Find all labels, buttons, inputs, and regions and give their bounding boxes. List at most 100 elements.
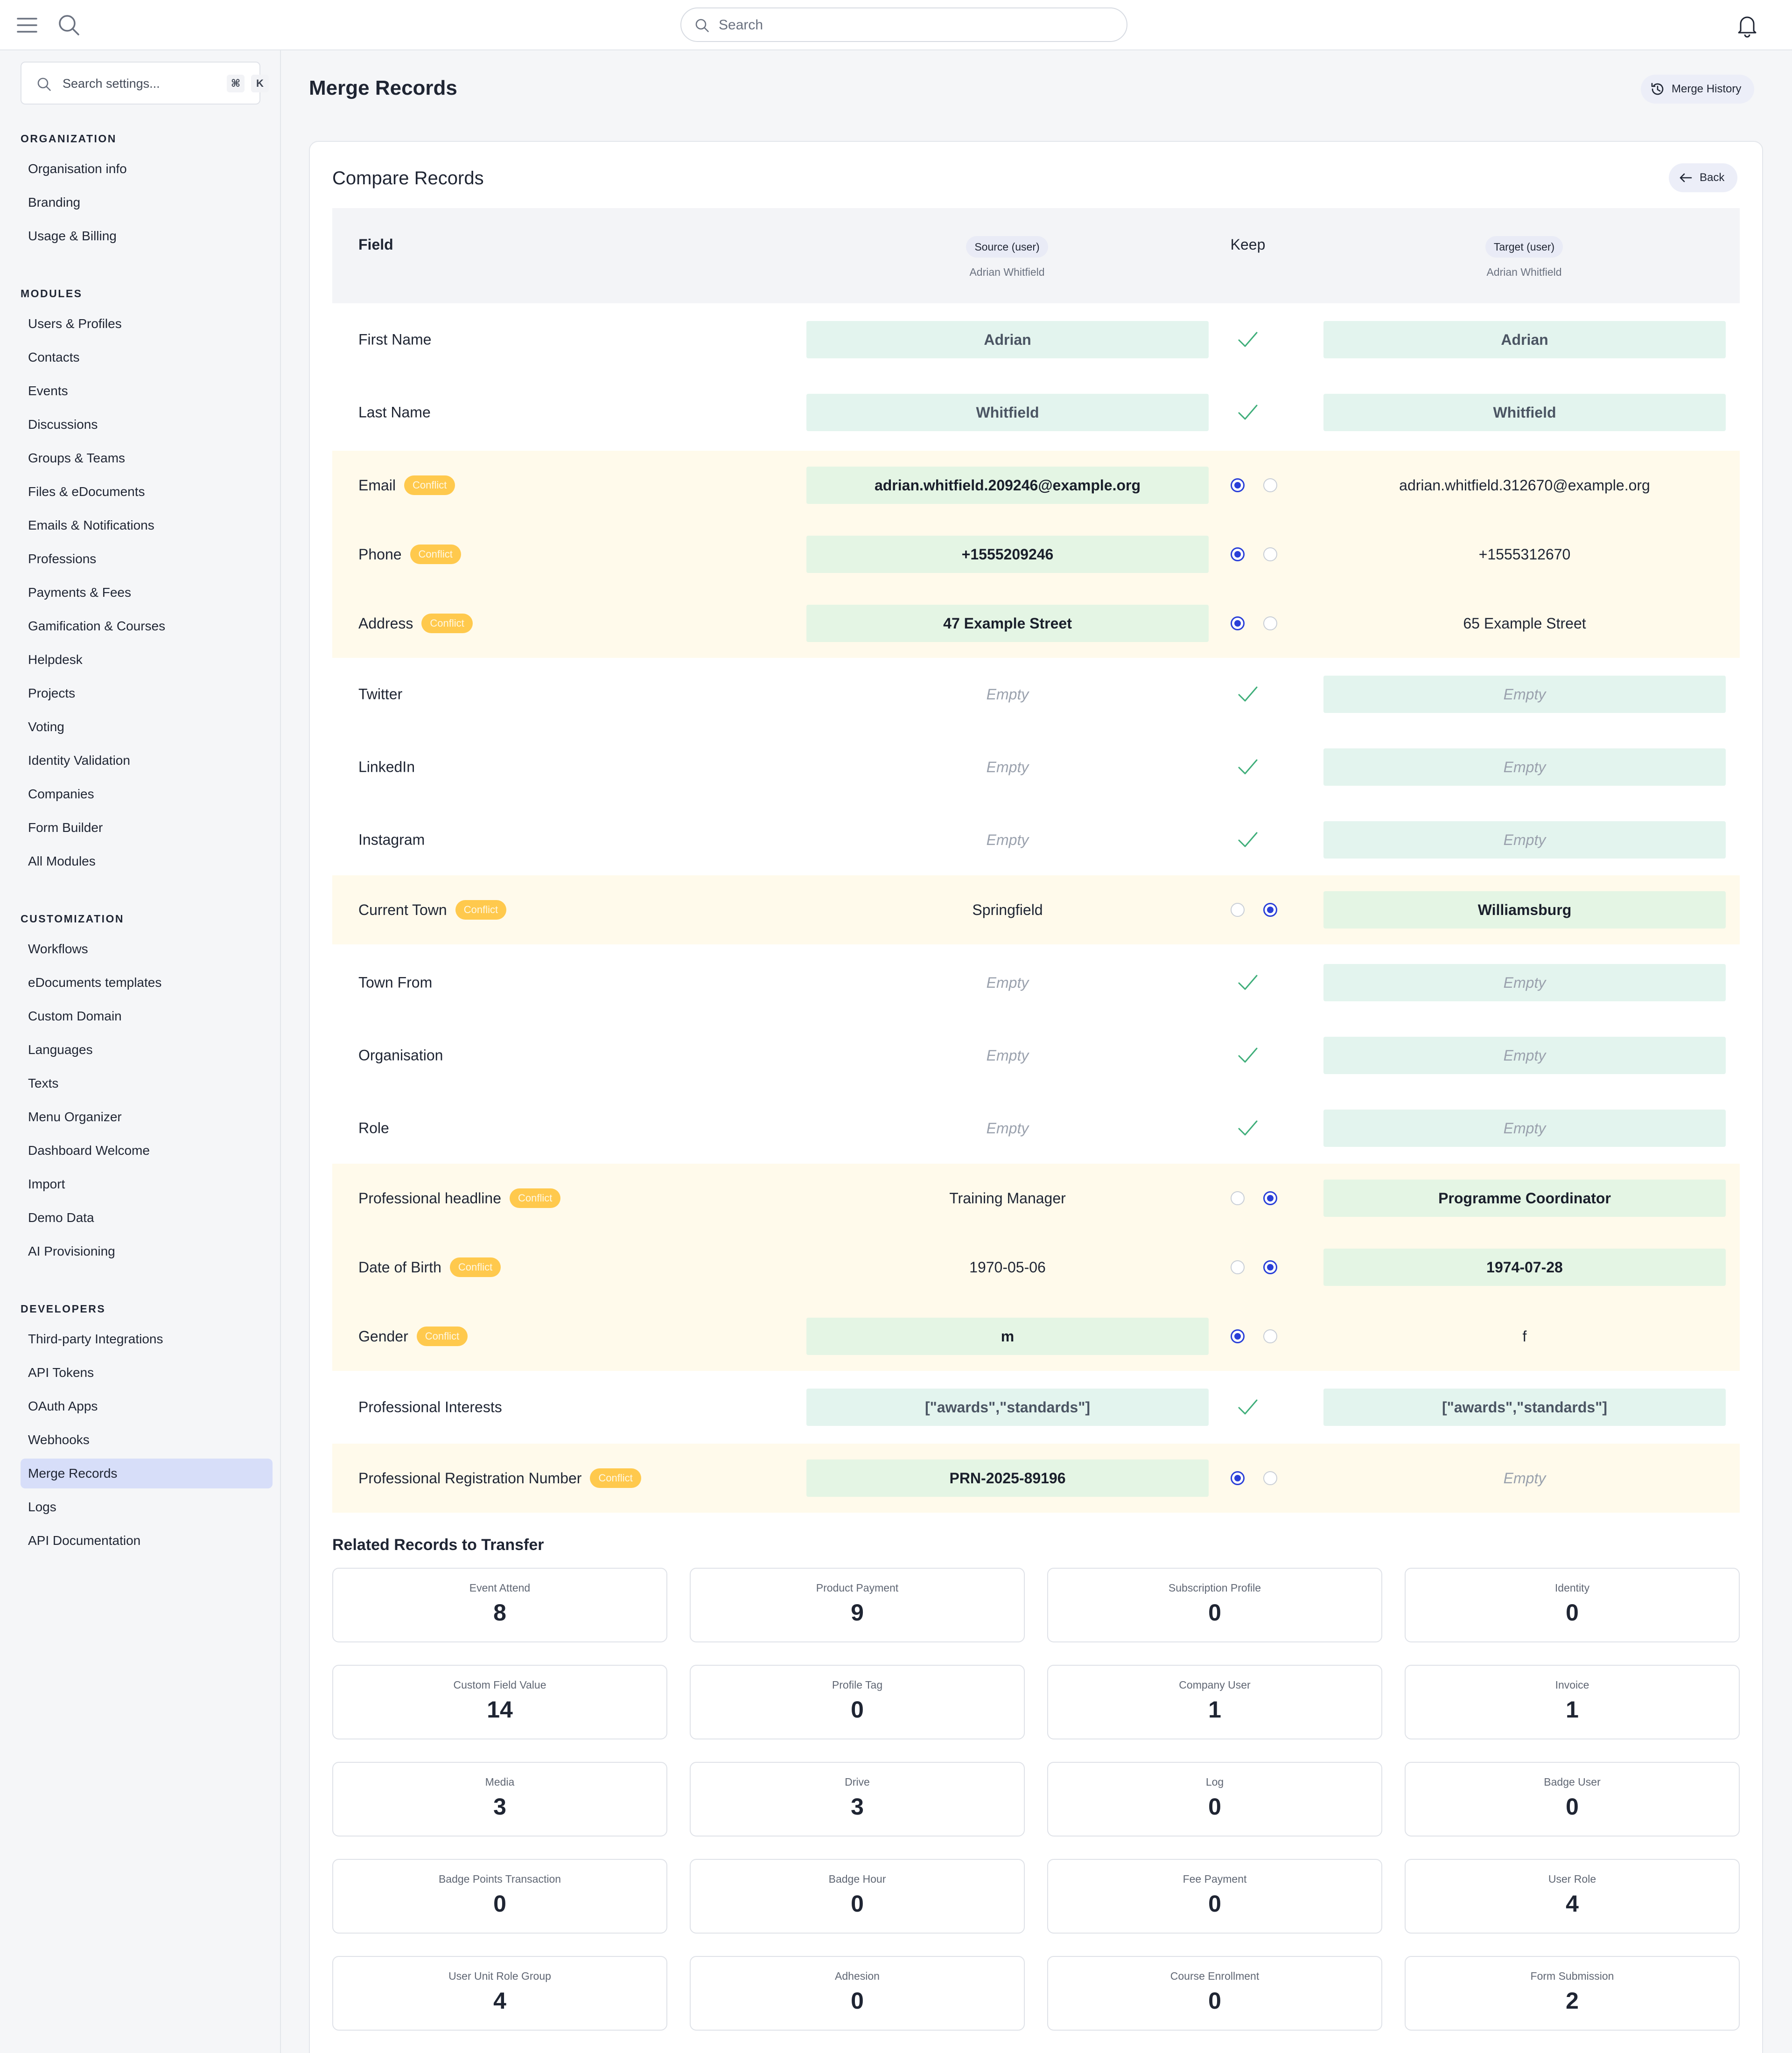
source-value[interactable]: 47 Example Street bbox=[806, 605, 1209, 642]
target-value[interactable]: Programme Coordinator bbox=[1323, 1180, 1726, 1217]
keep-source-radio[interactable] bbox=[1231, 478, 1245, 492]
tile-label: Form Submission bbox=[1530, 1970, 1614, 1982]
source-value[interactable]: +1555209246 bbox=[806, 536, 1209, 573]
menu-icon[interactable] bbox=[14, 12, 40, 38]
sidebar-item-dashboard-welcome[interactable]: Dashboard Welcome bbox=[28, 1143, 150, 1158]
keep-target-radio[interactable] bbox=[1263, 1191, 1277, 1205]
keep-source-radio[interactable] bbox=[1231, 1471, 1245, 1485]
tile-count: 0 bbox=[851, 1891, 864, 1917]
target-value[interactable]: 65 Example Street bbox=[1463, 615, 1586, 632]
sidebar-item-helpdesk[interactable]: Helpdesk bbox=[28, 652, 83, 667]
source-value[interactable]: 1970-05-06 bbox=[969, 1259, 1046, 1276]
keep-source-radio[interactable] bbox=[1231, 1191, 1245, 1205]
sidebar-item-third-party-integrations[interactable]: Third-party Integrations bbox=[28, 1332, 163, 1346]
source-name: Adrian Whitfield bbox=[969, 266, 1045, 278]
sidebar-item-voting[interactable]: Voting bbox=[28, 719, 64, 734]
search-icon[interactable] bbox=[56, 12, 82, 38]
sidebar-item-merge-records[interactable]: Merge Records bbox=[21, 1459, 273, 1488]
keep-target-radio[interactable] bbox=[1263, 1329, 1277, 1343]
sidebar-item-oauth-apps[interactable]: OAuth Apps bbox=[28, 1399, 98, 1413]
sidebar-item-workflows[interactable]: Workflows bbox=[28, 942, 88, 956]
settings-search-input[interactable] bbox=[63, 73, 217, 94]
table-row: Town From Empty Empty bbox=[332, 946, 1740, 1019]
sidebar-item-menu-organizer[interactable]: Menu Organizer bbox=[28, 1110, 122, 1124]
target-value[interactable]: f bbox=[1522, 1328, 1527, 1345]
global-search[interactable] bbox=[680, 7, 1127, 42]
sidebar-item-edocuments-templates[interactable]: eDocuments templates bbox=[28, 975, 162, 990]
tile-label: Badge Hour bbox=[828, 1873, 886, 1885]
target-value[interactable]: Empty bbox=[1503, 1470, 1546, 1487]
sidebar-item-identity-validation[interactable]: Identity Validation bbox=[28, 753, 130, 768]
back-button[interactable]: Back bbox=[1669, 163, 1738, 192]
sidebar-item-logs[interactable]: Logs bbox=[28, 1500, 56, 1514]
target-value[interactable]: +1555312670 bbox=[1478, 546, 1571, 563]
sidebar-item-files-edocuments[interactable]: Files & eDocuments bbox=[28, 484, 145, 499]
target-value[interactable]: Williamsburg bbox=[1323, 891, 1726, 929]
sidebar-item-projects[interactable]: Projects bbox=[28, 686, 76, 700]
sidebar-item-emails-notifications[interactable]: Emails & Notifications bbox=[28, 518, 154, 532]
target-value: Empty bbox=[1323, 676, 1726, 713]
target-value: Empty bbox=[1323, 821, 1726, 859]
sidebar-item-all-modules[interactable]: All Modules bbox=[28, 854, 96, 868]
table-row: Current Town Conflict Springfield Williamsb… bbox=[332, 875, 1740, 944]
sidebar-item-events[interactable]: Events bbox=[28, 384, 68, 398]
conflict-badge: Conflict bbox=[421, 614, 473, 633]
sidebar-item-usage-billing[interactable]: Usage & Billing bbox=[28, 229, 117, 243]
sidebar-item-professions[interactable]: Professions bbox=[28, 552, 97, 566]
keep-target-radio[interactable] bbox=[1263, 1260, 1277, 1274]
keep-target-radio[interactable] bbox=[1263, 903, 1277, 917]
sidebar-item-groups-teams[interactable]: Groups & Teams bbox=[28, 451, 126, 465]
source-value[interactable]: adrian.whitfield.209246@example.org bbox=[806, 467, 1209, 504]
sidebar-item-contacts[interactable]: Contacts bbox=[28, 350, 80, 364]
tile-count: 0 bbox=[1208, 1988, 1221, 2014]
source-value[interactable]: PRN-2025-89196 bbox=[806, 1459, 1209, 1497]
target-value[interactable]: adrian.whitfield.312670@example.org bbox=[1399, 477, 1650, 494]
target-value[interactable]: 1974-07-28 bbox=[1323, 1249, 1726, 1286]
settings-search[interactable]: ⌘ K bbox=[21, 62, 269, 105]
source-value[interactable]: m bbox=[806, 1318, 1209, 1355]
sidebar-item-import[interactable]: Import bbox=[28, 1177, 65, 1191]
sidebar-item-texts[interactable]: Texts bbox=[28, 1076, 59, 1090]
tile-count: 4 bbox=[1566, 1891, 1579, 1917]
sidebar-item-organisation-info[interactable]: Organisation info bbox=[28, 161, 127, 176]
conflict-badge: Conflict bbox=[449, 1257, 501, 1277]
table-row: Organisation Empty Empty bbox=[332, 1019, 1740, 1092]
sidebar-item-webhooks[interactable]: Webhooks bbox=[28, 1432, 90, 1447]
tile-label: User Unit Role Group bbox=[448, 1970, 551, 1982]
keep-target-radio[interactable] bbox=[1263, 1471, 1277, 1485]
sidebar-item-users-profiles[interactable]: Users & Profiles bbox=[28, 316, 122, 331]
source-value: Empty bbox=[986, 1047, 1029, 1064]
sidebar-item-demo-data[interactable]: Demo Data bbox=[28, 1210, 94, 1225]
check-icon bbox=[1238, 759, 1258, 775]
sidebar-item-payments-fees[interactable]: Payments & Fees bbox=[28, 585, 131, 600]
sidebar-item-branding[interactable]: Branding bbox=[28, 195, 81, 209]
sidebar-item-form-builder[interactable]: Form Builder bbox=[28, 820, 103, 835]
related-record-tile: Product Payment 9 bbox=[690, 1568, 1025, 1642]
sidebar-item-companies[interactable]: Companies bbox=[28, 787, 94, 801]
merge-history-button[interactable]: Merge History bbox=[1641, 75, 1755, 104]
header-target: Target (user) Adrian Whitfield bbox=[1384, 236, 1664, 279]
keep-source-radio[interactable] bbox=[1231, 1260, 1245, 1274]
sidebar-item-ai-provisioning[interactable]: AI Provisioning bbox=[28, 1244, 115, 1258]
back-label: Back bbox=[1700, 171, 1725, 184]
sidebar-item-languages[interactable]: Languages bbox=[28, 1042, 93, 1057]
global-search-input[interactable] bbox=[719, 14, 1111, 36]
target-name: Adrian Whitfield bbox=[1486, 266, 1562, 278]
sidebar-item-custom-domain[interactable]: Custom Domain bbox=[28, 1009, 122, 1023]
sidebar-item-discussions[interactable]: Discussions bbox=[28, 417, 98, 432]
keep-target-radio[interactable] bbox=[1263, 547, 1277, 561]
sidebar-item-api-tokens[interactable]: API Tokens bbox=[28, 1365, 94, 1380]
sidebar-item-api-documentation[interactable]: API Documentation bbox=[28, 1533, 141, 1548]
field-label: Professional Registration Number Conflict bbox=[358, 1468, 641, 1488]
related-record-tile: Subscription Profile 0 bbox=[1047, 1568, 1382, 1642]
bell-icon[interactable] bbox=[1734, 12, 1760, 38]
keep-source-radio[interactable] bbox=[1231, 616, 1245, 630]
source-value[interactable]: Springfield bbox=[972, 901, 1043, 918]
keep-source-radio[interactable] bbox=[1231, 547, 1245, 561]
keep-source-radio[interactable] bbox=[1231, 903, 1245, 917]
keep-target-radio[interactable] bbox=[1263, 616, 1277, 630]
keep-target-radio[interactable] bbox=[1263, 478, 1277, 492]
sidebar-item-gamification-courses[interactable]: Gamification & Courses bbox=[28, 619, 166, 633]
keep-source-radio[interactable] bbox=[1231, 1329, 1245, 1343]
source-value[interactable]: Training Manager bbox=[949, 1190, 1066, 1207]
